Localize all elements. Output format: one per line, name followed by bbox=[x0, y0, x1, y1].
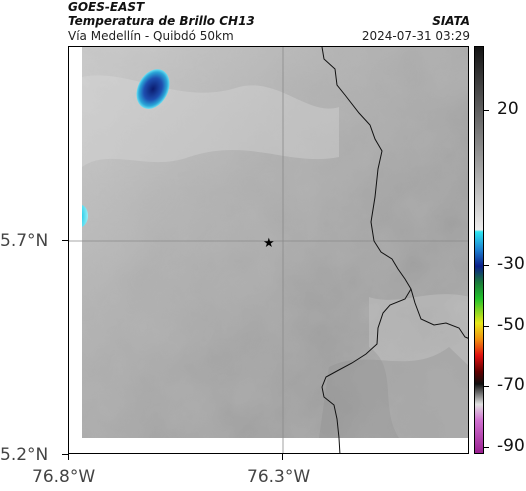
lat-tick-mark bbox=[62, 454, 68, 455]
lon-tick-label: 76.3°W bbox=[247, 467, 311, 487]
colorbar-label: 20 bbox=[497, 99, 519, 119]
brightness-temperature-image: ★ bbox=[69, 47, 468, 453]
colorbar-tick bbox=[484, 265, 489, 266]
no-data-area bbox=[69, 47, 82, 453]
lon-tick-mark bbox=[68, 454, 69, 460]
cloud-streak bbox=[369, 294, 468, 438]
satellite-title: GOES-EAST bbox=[68, 0, 145, 14]
department-border bbox=[410, 288, 468, 339]
colorbar-tick bbox=[484, 447, 489, 448]
colorbar bbox=[474, 46, 484, 454]
department-border bbox=[321, 47, 412, 453]
colorbar-label: -70 bbox=[497, 375, 525, 395]
colorbar-gradient bbox=[475, 47, 483, 453]
no-data-area bbox=[69, 438, 468, 453]
colorbar-tick bbox=[484, 386, 489, 387]
organization-label: SIATA bbox=[432, 14, 470, 28]
route-subtitle: Vía Medellín - Quibdó 50km bbox=[68, 29, 234, 43]
lat-tick-label: 5.7°N bbox=[0, 231, 49, 251]
lat-tick-label: 5.2°N bbox=[0, 445, 49, 465]
cold-cloud-top bbox=[136, 69, 170, 109]
lat-tick-mark bbox=[62, 240, 68, 241]
colorbar-label: -30 bbox=[497, 254, 525, 274]
cold-cloud-edge bbox=[82, 205, 89, 227]
cloud-streak bbox=[319, 347, 468, 438]
lon-tick-label: 76.8°W bbox=[32, 467, 96, 487]
colorbar-tick bbox=[484, 326, 489, 327]
colorbar-label: -90 bbox=[497, 436, 525, 456]
colorbar-label: -50 bbox=[497, 315, 525, 335]
satellite-map: ★ bbox=[68, 46, 469, 454]
colorbar-tick bbox=[484, 110, 489, 111]
location-star-icon: ★ bbox=[263, 236, 275, 251]
timestamp-label: 2024-07-31 03:29 bbox=[361, 29, 470, 43]
lon-tick-mark bbox=[282, 454, 283, 460]
product-title: Temperatura de Brillo CH13 bbox=[68, 14, 255, 28]
temperature-texture bbox=[82, 47, 468, 438]
